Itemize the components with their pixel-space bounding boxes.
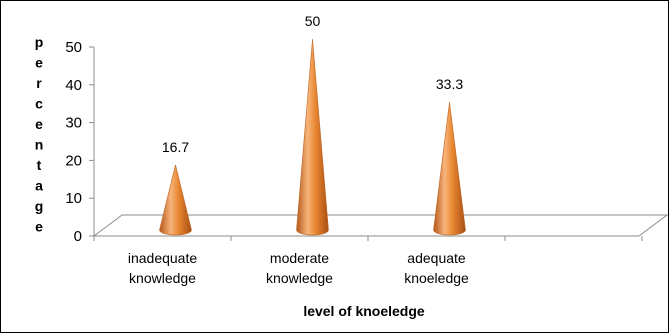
category-label: adequate bbox=[407, 250, 466, 266]
y-axis-ticks: 0 10 20 30 40 50 bbox=[65, 39, 94, 245]
data-label: 50 bbox=[305, 13, 321, 29]
y-axis-title-letter: a bbox=[35, 178, 43, 194]
y-axis-title-letter: e bbox=[35, 116, 43, 132]
chart-bars bbox=[159, 38, 466, 236]
data-labels: 16.7 50 33.3 bbox=[162, 13, 463, 155]
category-label: moderate bbox=[270, 250, 329, 266]
category-label: knowledge bbox=[266, 270, 333, 286]
chart-floor bbox=[92, 214, 668, 237]
data-label: 33.3 bbox=[436, 76, 463, 92]
category-label: knowledge bbox=[129, 270, 196, 286]
y-axis-title-letter: r bbox=[36, 75, 42, 91]
y-tick-label: 30 bbox=[65, 115, 82, 132]
data-label: 16.7 bbox=[162, 139, 189, 155]
y-axis-title-letter: e bbox=[35, 55, 43, 71]
y-tick-label: 40 bbox=[65, 77, 82, 94]
y-axis-title-letter: p bbox=[35, 34, 44, 50]
bar-cone bbox=[296, 38, 329, 236]
y-tick-label: 20 bbox=[65, 152, 82, 169]
category-label: knoeledge bbox=[404, 270, 469, 286]
x-axis-categories: inadequate knowledge moderate knowledge adeq… bbox=[128, 250, 469, 286]
y-tick-label: 10 bbox=[65, 190, 82, 207]
y-tick-label: 50 bbox=[65, 39, 82, 56]
bar-cone bbox=[159, 164, 192, 236]
y-axis-title-letter: n bbox=[35, 137, 44, 153]
y-axis-title-letter: c bbox=[35, 96, 43, 112]
x-axis-title: level of knoeledge bbox=[303, 303, 425, 319]
y-axis-title-letter: g bbox=[35, 198, 44, 214]
chart-axes bbox=[92, 47, 668, 241]
y-tick-label: 0 bbox=[74, 228, 82, 245]
category-label: inadequate bbox=[128, 250, 198, 266]
y-axis-title-letter: t bbox=[37, 157, 42, 173]
bar-cone bbox=[433, 102, 466, 236]
y-axis-title-letter: e bbox=[35, 219, 43, 235]
